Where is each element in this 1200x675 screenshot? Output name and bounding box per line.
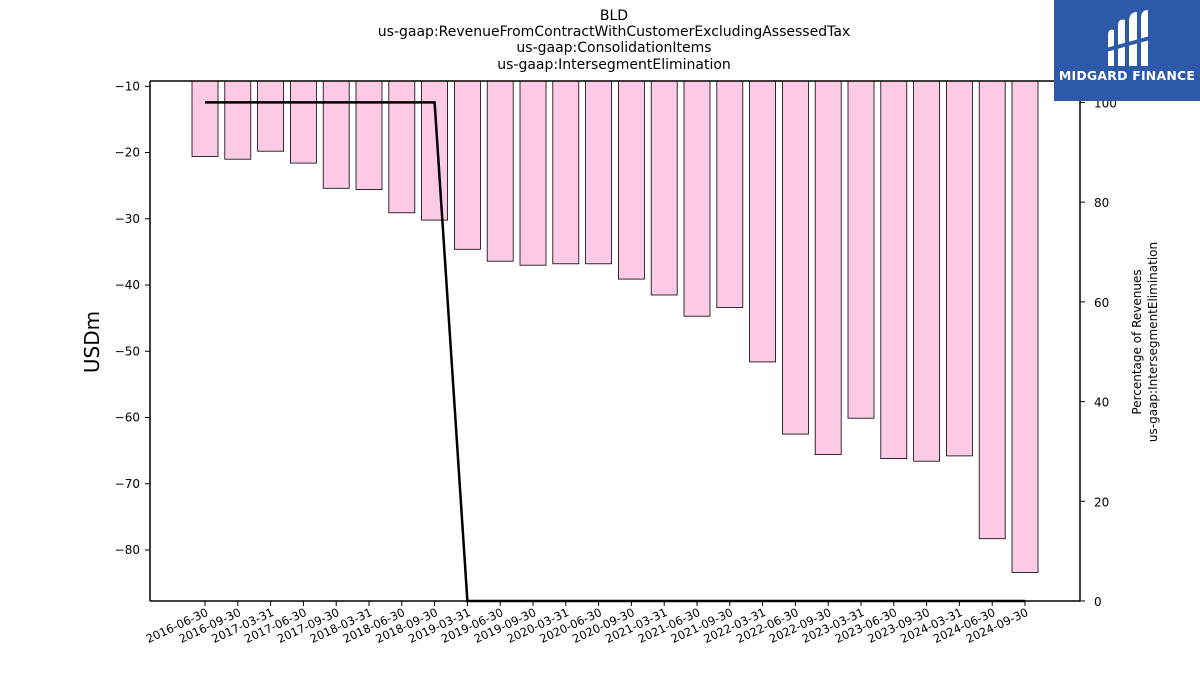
bar: [191, 80, 219, 157]
bar: [847, 80, 875, 419]
chart-title: BLD us-gaap:RevenueFromContractWithCusto…: [378, 8, 850, 73]
bar: [585, 80, 612, 265]
bar: [257, 80, 285, 152]
bar: [519, 80, 547, 266]
y-right-tick-label: 20: [1094, 495, 1109, 509]
bar: [552, 80, 580, 265]
y-tick-label: −40: [115, 278, 140, 292]
axes: [149, 80, 1081, 602]
y-axis-label: USDm: [80, 311, 104, 373]
y-axis-right-label-line-1: Percentage of Revenues: [1130, 269, 1144, 414]
bar: [946, 80, 973, 457]
logo: MIDGARD FINANCE: [1054, 0, 1200, 101]
y-tick-label: −60: [115, 411, 140, 425]
y-tick-label: −10: [115, 79, 140, 93]
title-line-3: us-gaap:ConsolidationItems: [516, 40, 711, 56]
y-tick-label: −80: [115, 543, 140, 557]
logo-mark-icon: [1106, 10, 1150, 67]
bar: [749, 80, 776, 363]
bar: [683, 80, 711, 317]
title-line-1: BLD: [600, 8, 628, 24]
bar-series: [191, 80, 1039, 573]
bar: [289, 80, 317, 164]
y-right-tick-label: 80: [1094, 196, 1109, 210]
bar: [355, 80, 383, 190]
bar: [618, 80, 645, 280]
bar: [1011, 80, 1039, 573]
bar: [388, 80, 416, 214]
y-right-tick-label: 0: [1094, 595, 1102, 609]
title-line-4: us-gaap:IntersegmentElimination: [497, 57, 731, 73]
x-axis: 2016-06-302016-09-302017-03-312017-06-30…: [144, 601, 1030, 646]
title-line-2: us-gaap:RevenueFromContractWithCustomerE…: [378, 24, 850, 40]
bar: [224, 80, 252, 160]
y-tick-label: −50: [115, 344, 140, 358]
bar: [486, 80, 514, 262]
bar: [880, 80, 908, 460]
bar: [782, 80, 809, 435]
bar: [978, 80, 1006, 540]
y-axis-left: −10 −20 −30 −40 −50 −60 −70 −80: [115, 79, 150, 557]
bar: [716, 80, 744, 308]
bar: [322, 80, 350, 189]
bar: [453, 80, 481, 250]
logo-text: MIDGARD FINANCE: [1058, 68, 1196, 83]
bar: [814, 80, 842, 456]
y-right-tick-label: 60: [1094, 296, 1109, 310]
y-tick-label: −30: [115, 212, 140, 226]
bar: [913, 80, 940, 462]
y-right-tick-label: 40: [1094, 396, 1109, 410]
y-tick-label: −70: [115, 477, 140, 491]
bar: [650, 80, 678, 296]
y-axis-right-label-line-2: us-gaap:IntersegmentElimination: [1146, 242, 1160, 442]
y-tick-label: −20: [115, 146, 140, 160]
